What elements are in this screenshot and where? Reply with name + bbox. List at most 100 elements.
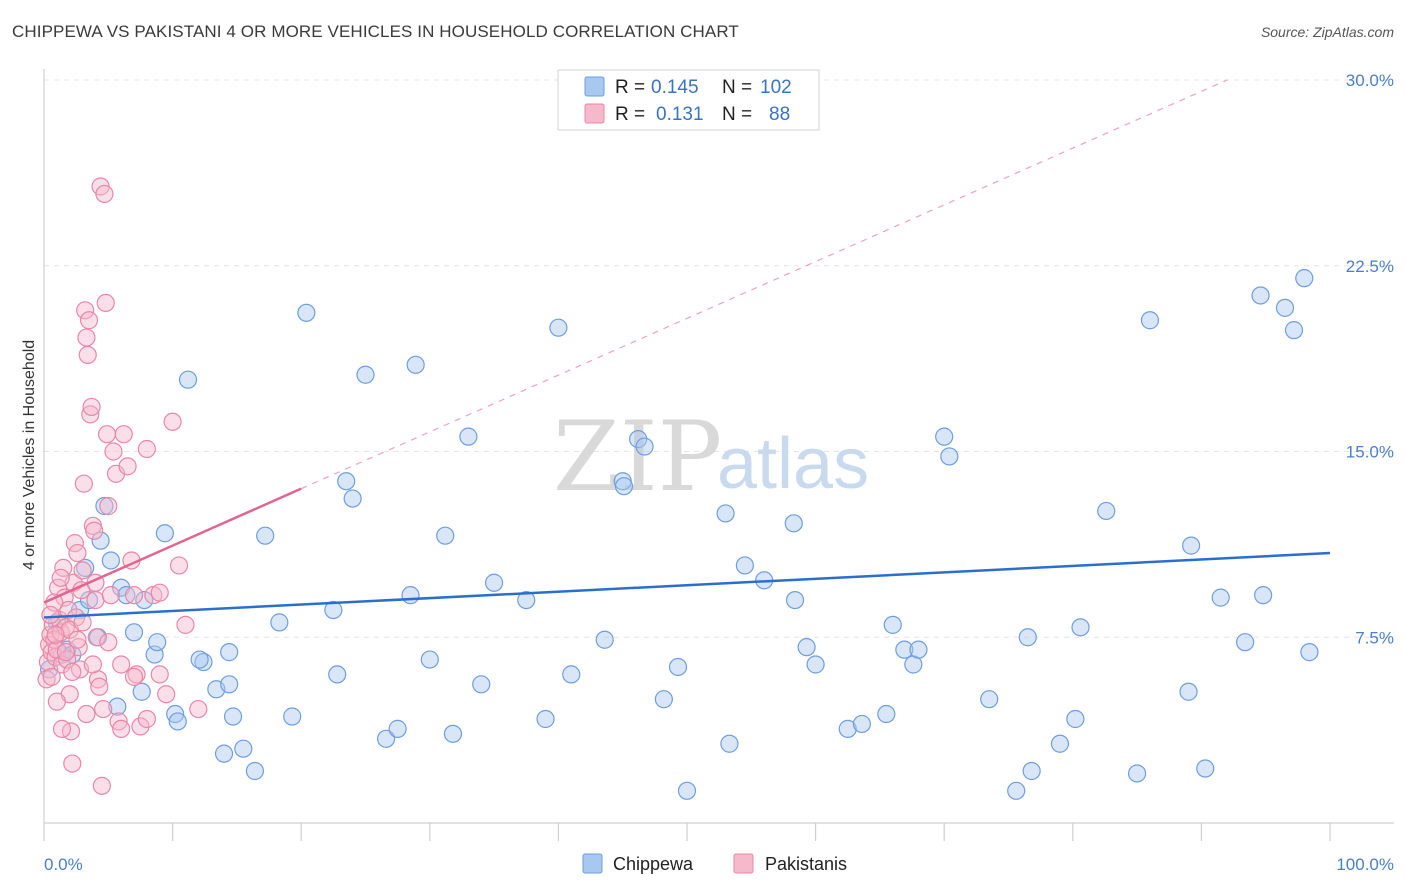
chippewa-point <box>283 707 302 726</box>
pakistani-point <box>82 397 101 417</box>
chippewa-point <box>297 303 316 322</box>
chippewa-point <box>720 734 739 753</box>
chippewa-point <box>459 427 478 446</box>
chippewa-point <box>909 640 928 659</box>
chippewa-point <box>148 633 167 652</box>
chippewa-point <box>595 630 614 649</box>
chippewa-point <box>356 365 375 384</box>
chippewa-point <box>1284 321 1304 340</box>
chippewa-point <box>1066 709 1085 729</box>
pakistani-point <box>46 625 65 644</box>
chippewa-point <box>155 524 174 543</box>
chippewa-point <box>1071 618 1090 637</box>
pakistani-point <box>104 442 123 461</box>
chippewa-point <box>328 665 347 684</box>
pakistani-point <box>63 662 82 682</box>
chippewa-point <box>654 690 673 709</box>
watermark-zip: ZIP <box>553 401 722 513</box>
pakistani-point <box>124 586 144 605</box>
pakistani-point <box>76 301 95 320</box>
chippewa-point <box>1018 628 1037 647</box>
chippewa-point <box>1050 734 1070 753</box>
pakistani-point <box>94 699 113 719</box>
chippewa-point <box>883 615 902 634</box>
y-tick-label: 7.5% <box>1355 628 1394 647</box>
chippewa-point <box>517 590 536 610</box>
pakistani-point <box>73 613 92 632</box>
legend-n-label-pakistanis: N = <box>722 104 752 125</box>
watermark-atlas: atlas <box>717 424 869 504</box>
chippewa-point <box>806 655 825 674</box>
pakistani-point <box>101 586 120 605</box>
chippewa-point <box>1179 682 1198 701</box>
chippewa-point <box>784 514 803 533</box>
pakistani-point <box>99 496 118 516</box>
chippewa-point <box>735 556 754 575</box>
chippewa-point <box>677 781 697 800</box>
pakistani-point <box>137 439 156 459</box>
chart-title: CHIPPEWA VS PAKISTANI 4 OR MORE VEHICLES… <box>12 22 739 41</box>
chippewa-point <box>406 355 425 374</box>
x-tick-label-min: 0.0% <box>44 855 83 874</box>
chippewa-point <box>536 709 555 729</box>
pakistani-point <box>109 712 128 731</box>
chippewa-point <box>108 697 127 716</box>
pakistani-point <box>79 311 99 330</box>
chippewa-point <box>852 714 871 734</box>
chippewa-point <box>190 650 209 669</box>
chippewa-point <box>337 472 356 491</box>
pakistani-point <box>163 412 182 431</box>
pakistani-point <box>90 677 109 696</box>
legend-box: R = 0.145 N = 102 R = 0.131 N = 88 <box>557 69 820 131</box>
pakistani-point <box>99 633 118 652</box>
chippewa-point <box>797 638 816 657</box>
chippewa-point <box>324 600 343 620</box>
chippewa-point <box>234 739 253 758</box>
pakistani-point <box>118 457 137 476</box>
pakistani-point <box>95 184 114 204</box>
chippewa-point <box>635 437 654 456</box>
bottom-legend: Chippewa Pakistanis <box>582 853 847 874</box>
pakistani-point <box>81 405 100 424</box>
chippewa-point <box>1007 781 1026 800</box>
chippewa-point <box>1300 643 1319 662</box>
chippewa-point <box>420 650 439 669</box>
chippewa-point <box>101 551 120 570</box>
chippewa-point <box>549 318 568 337</box>
chippewa-point <box>1251 286 1270 305</box>
chippewa-point <box>629 430 648 449</box>
gridlines <box>44 79 1394 638</box>
chippewa-point <box>376 729 396 748</box>
chippewa-point <box>716 504 735 523</box>
legend-r-label-chippewa: R = <box>615 77 645 98</box>
chippewa-point <box>614 477 634 496</box>
pakistani-point <box>112 655 131 674</box>
pakistani-point <box>150 665 169 684</box>
bottom-legend-swatch-chippewa <box>582 853 603 874</box>
chippewa-point <box>245 761 265 781</box>
pakistani-point <box>77 704 96 724</box>
chippewa-point <box>980 690 999 709</box>
pakistani-point <box>63 754 82 773</box>
pakistani-point <box>112 719 131 738</box>
chippewa-point <box>168 712 187 731</box>
pakistani-point <box>114 425 133 444</box>
legend-r-value-chippewa: 0.145 <box>651 77 699 98</box>
legend-r-value-pakistanis: 0.131 <box>656 104 704 125</box>
pakistani-point <box>97 425 117 444</box>
chippewa-point <box>401 586 420 605</box>
chippewa-point <box>79 590 99 610</box>
pakistani-point <box>124 667 144 686</box>
chippewa-point <box>270 613 289 632</box>
x-ticks <box>43 823 1331 841</box>
chippewa-point <box>220 675 239 694</box>
pakistani-point <box>86 590 105 610</box>
chippewa-point <box>124 623 144 642</box>
chippewa-point <box>1236 633 1255 652</box>
chippewa-point <box>940 447 959 466</box>
chippewa-point <box>117 586 136 605</box>
bottom-legend-label-pakistanis: Pakistanis <box>765 854 847 874</box>
pakistani-point <box>74 474 93 493</box>
chippewa-point <box>1127 764 1147 783</box>
chippewa-point <box>1140 311 1160 330</box>
